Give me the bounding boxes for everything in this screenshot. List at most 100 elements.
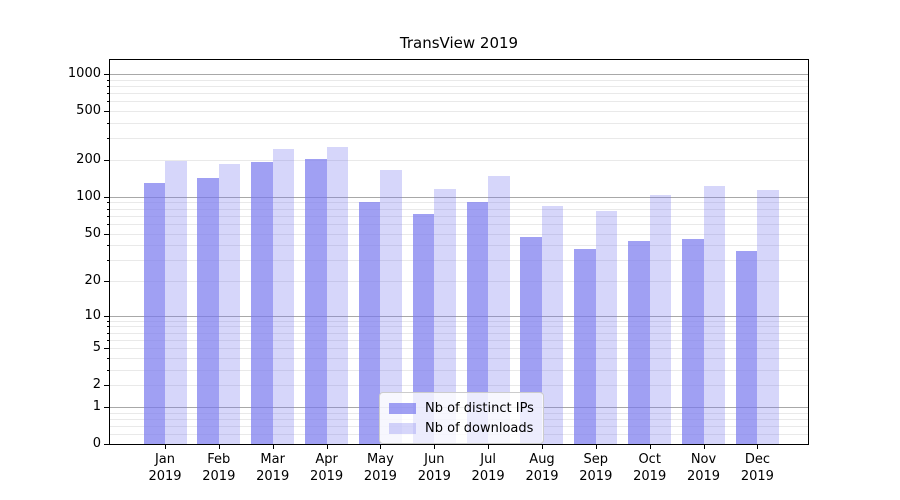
bar-downloads-sep [595,210,618,444]
x-tick-may [380,444,382,449]
bar-downloads-jul [488,176,510,444]
gridline-minor-70 [110,215,808,217]
x-tick-year-oct: 2019 [633,469,667,484]
gridline-minor-50 [110,233,808,235]
y-minortick-300 [107,138,110,140]
bar-distinct-ips-apr [305,159,327,444]
legend-item-distinct-ips: Nb of distinct IPs [389,398,534,418]
legend-swatch-distinct-ips [389,402,416,414]
y-tick-label-1000: 1000 [67,66,101,81]
x-tick-apr [326,444,328,449]
x-tick-year-mar: 2019 [256,469,290,484]
bar-downloads-nov [703,186,725,444]
x-tick-label-may: May 2019 [348,451,412,485]
y-minortick-7 [107,332,110,334]
y-tick-label-0: 0 [92,436,101,451]
bar-distinct-ips-jun [412,214,435,444]
y-minortick-700 [107,93,110,95]
y-tick-0 [104,444,110,445]
x-tick-label-nov: Nov 2019 [672,451,736,485]
bar-downloads-dec [757,190,779,444]
x-tick-month-mar: Mar [260,452,285,467]
x-tick-month-aug: Aug [529,452,555,467]
gridline-minor-40 [110,245,808,247]
y-tick-label-20: 20 [84,273,101,288]
bar-distinct-ips-sep [574,249,596,444]
bar-downloads-apr [326,147,349,444]
x-tick-month-apr: Apr [315,452,338,467]
bar-distinct-ips-mar [251,161,273,444]
y-tick-label-1: 1 [92,398,101,414]
gridline-minor-2 [110,385,808,387]
gridline-major-100 [110,196,808,198]
bar-distinct-ips-dec [735,250,758,444]
gridline-minor-6 [110,339,808,341]
y-minortick-4 [107,357,110,359]
x-tick-feb [218,444,220,449]
y-minortick-5 [107,348,110,350]
legend-label-downloads: Nb of downloads [425,420,534,436]
bar-distinct-ips-may [358,202,381,444]
gridline-minor-4 [110,357,808,359]
gridline-minor-30 [110,260,808,262]
x-tick-year-aug: 2019 [525,469,559,484]
x-tick-year-feb: 2019 [202,469,236,484]
y-tick-label-5: 5 [92,340,101,356]
gridline-minor-300 [110,138,808,140]
bar-downloads-mar [272,149,295,444]
x-tick-month-feb: Feb [207,452,231,467]
y-tick-1 [104,406,110,408]
y-minortick-90 [107,202,110,204]
x-tick-label-aug: Aug 2019 [510,451,574,485]
gridline-minor-900 [110,79,808,81]
x-tick-year-jan: 2019 [148,469,182,484]
y-minortick-500 [107,111,110,113]
x-tick-label-mar: Mar 2019 [241,451,305,485]
x-tick-month-jun: Jun [424,452,445,467]
gridline-minor-8 [110,326,808,328]
x-tick-month-jul: Jul [480,452,496,467]
y-minortick-80 [107,208,110,210]
gridline-minor-80 [110,208,808,210]
x-tick-jun [434,444,436,449]
y-minortick-900 [107,79,110,81]
gridline-minor-90 [110,202,808,204]
y-minortick-40 [107,245,110,247]
y-minortick-200 [107,160,110,161]
y-minortick-3 [107,369,110,371]
x-tick-month-oct: Oct [638,452,661,467]
x-tick-dec [757,444,759,449]
y-tick-1000 [104,74,110,75]
bar-downloads-aug [541,205,564,444]
gridline-minor-400 [110,123,808,124]
gridline-minor-60 [110,223,808,225]
x-tick-mar [272,444,274,449]
y-minortick-70 [107,215,110,217]
bar-downloads-jan [165,160,187,444]
bar-distinct-ips-nov [682,239,704,444]
gridline-minor-700 [110,93,808,95]
gridline-minor-7 [110,332,808,334]
y-tick-100 [104,196,110,198]
y-minortick-50 [107,233,110,235]
legend: Nb of distinct IPs Nb of downloads [379,392,544,444]
x-tick-label-apr: Apr 2019 [295,451,359,485]
legend-label-distinct-ips: Nb of distinct IPs [425,400,534,416]
y-tick-label-50: 50 [84,225,101,241]
gridline-minor-9 [110,320,808,322]
gridline-minor-5 [110,348,808,350]
y-minortick-800 [107,86,110,87]
legend-item-downloads: Nb of downloads [389,418,534,438]
y-minortick-400 [107,123,110,124]
x-tick-label-oct: Oct 2019 [618,451,682,485]
plot-area [109,59,809,445]
bar-downloads-may [380,169,402,444]
chart-title: TransView 2019 [399,34,519,52]
x-tick-year-apr: 2019 [310,469,344,484]
bar-distinct-ips-jan [143,182,165,444]
x-tick-month-jan: Jan [154,452,176,467]
bar-distinct-ips-jul [466,202,489,444]
y-tick-label-10: 10 [84,307,101,323]
x-tick-label-jul: Jul 2019 [456,451,520,485]
y-tick-label-2: 2 [92,377,101,393]
